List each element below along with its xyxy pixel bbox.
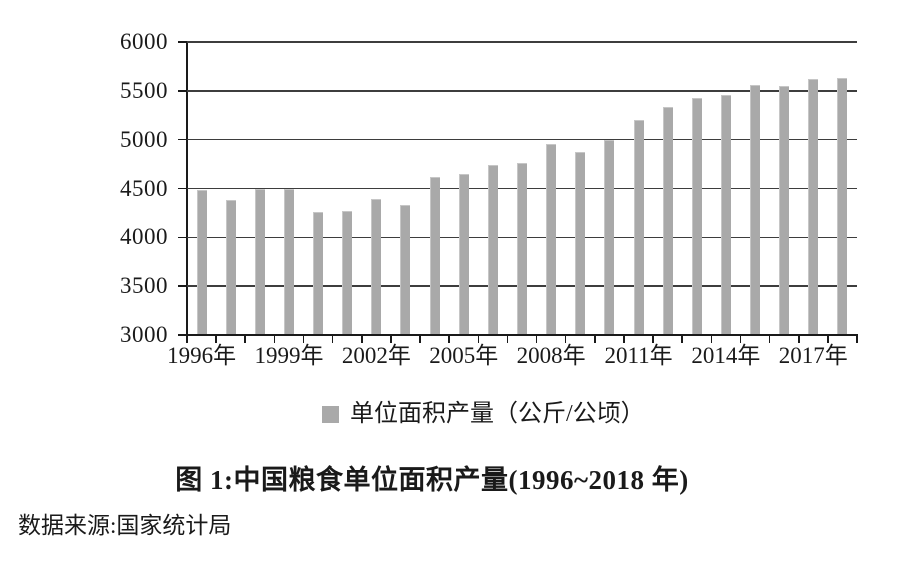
x-axis-tick-3 [273, 335, 276, 343]
bar-2007 [517, 163, 527, 335]
bar-1999 [283, 189, 294, 335]
x-axis-tick-17 [681, 335, 683, 343]
x-axis-tick-4 [302, 335, 305, 343]
x-axis-tick-14 [594, 335, 596, 343]
y-axis-tick-3500 [178, 285, 187, 287]
x-axis-tick-label-2008年: 2008年 [516, 343, 586, 368]
bar-2017 [808, 79, 819, 335]
bar-2005 [458, 174, 469, 335]
x-axis-tick-6 [360, 335, 363, 343]
bar-2006 [487, 164, 498, 335]
x-axis-labels: 1996年 1999年 2002年 2005年 2008年 2011年 2014年 2017年 [167, 340, 857, 372]
gridline-5000 [187, 138, 857, 141]
x-axis-tick-label-2005年: 2005年 [429, 343, 499, 368]
y-axis-tick-label-4500: 4500 [120, 175, 168, 201]
y-axis-tick-label-6000: 6000 [120, 29, 168, 54]
x-axis-tick-label-2002年: 2002年 [341, 343, 411, 368]
x-axis-line [179, 333, 858, 336]
bar-2016 [779, 85, 790, 335]
bar-2009 [575, 152, 586, 335]
bar-2003 [400, 204, 411, 335]
x-axis-tick-label-1999年: 1999年 [254, 343, 324, 368]
x-axis-tick-15 [623, 335, 625, 343]
y-axis-tick-label-5000: 5000 [120, 126, 168, 152]
x-axis-tick-label-2014年: 2014年 [691, 343, 761, 368]
bar-2013 [691, 97, 702, 335]
bar-2010 [604, 140, 615, 335]
y-axis-labels: 3000 3500 4000 4500 5000 5500 6000 [0, 29, 168, 347]
y-axis-tick-4000 [178, 236, 187, 239]
y-axis-tick-label-3000: 3000 [120, 322, 168, 347]
legend-swatch-icon [322, 405, 339, 423]
gridline-5500 [187, 90, 857, 92]
x-axis-tick-19 [739, 335, 742, 343]
y-axis-tick-6000 [178, 41, 187, 43]
bar-1996 [196, 190, 207, 335]
gridline-6000 [187, 41, 857, 43]
y-axis-tick-label-4000: 4000 [120, 224, 168, 250]
data-source-note: 数据来源:国家统计局 [18, 513, 232, 538]
x-axis-tick-label-1996年: 1996年 [167, 343, 237, 368]
x-axis-tick-label-2017年: 2017年 [778, 343, 848, 368]
y-axis-tick-5000 [178, 138, 187, 141]
x-axis-tick-1 [215, 335, 217, 343]
legend-label: 单位面积产量（公斤/公顷） [350, 401, 645, 427]
x-axis-tick-23 [856, 335, 858, 343]
bar-2004 [429, 176, 440, 335]
legend: 单位面积产量（公斤/公顷） [322, 401, 645, 427]
bar-2014 [720, 94, 731, 335]
x-axis-tick-10 [477, 335, 480, 343]
x-axis-tick-9 [448, 335, 450, 343]
plot-area [178, 41, 858, 343]
x-axis-tick-2 [244, 335, 247, 343]
bar-2018 [837, 78, 848, 335]
chart-title: 图 1:中国粮食单位面积产量(1996~2018 年) [175, 465, 689, 495]
x-axis-tick-16 [652, 335, 654, 343]
bar-2000 [313, 211, 324, 335]
x-axis-tick-21 [797, 335, 800, 343]
x-axis-tick-18 [710, 335, 713, 343]
y-axis-tick-label-3500: 3500 [120, 273, 168, 299]
bar-1997 [225, 200, 236, 335]
bar-2012 [662, 107, 673, 335]
bar-2001 [342, 210, 353, 335]
bar-2002 [371, 198, 382, 335]
x-axis-tick-label-2011年: 2011年 [604, 343, 673, 368]
bar-2011 [633, 120, 644, 335]
bar-2008 [546, 144, 557, 335]
x-axis-tick-8 [419, 335, 421, 343]
y-axis-tick-label-5500: 5500 [120, 77, 168, 103]
x-axis-tick-5 [331, 335, 334, 343]
x-axis-tick-11 [506, 335, 509, 343]
x-axis-tick-7 [390, 335, 392, 343]
x-axis-tick-13 [564, 335, 567, 343]
x-axis-tick-20 [768, 335, 771, 343]
x-axis-tick-12 [535, 335, 538, 343]
bar-1998 [254, 188, 265, 335]
x-axis-tick-22 [827, 335, 829, 343]
bar-2015 [750, 84, 761, 335]
y-axis-tick-5500 [178, 90, 187, 92]
y-axis-tick-4500 [178, 187, 187, 190]
x-axis-tick-0 [186, 335, 188, 343]
